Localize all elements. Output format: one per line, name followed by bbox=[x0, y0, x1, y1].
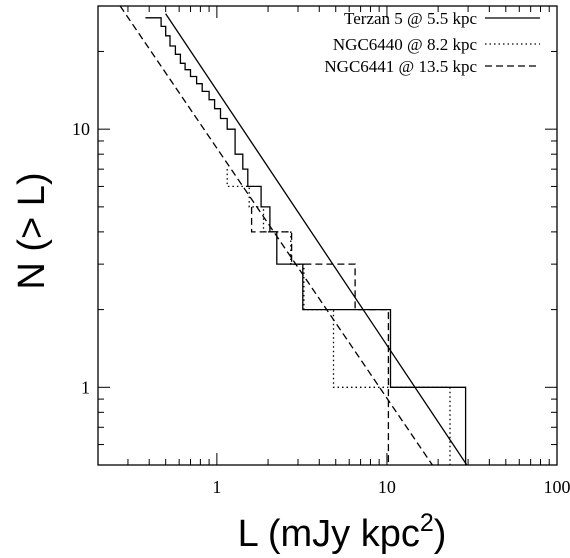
series-2-cumulative-step bbox=[226, 169, 451, 465]
legend-label-series-2: NGC6440 @ 8.2 kpc bbox=[333, 35, 478, 54]
data-layer bbox=[119, 6, 468, 465]
x-tick-label: 10 bbox=[378, 477, 396, 497]
x-axis-title: L (mJy kpc2) bbox=[238, 509, 447, 555]
x-axis-title-superscript: 2 bbox=[420, 509, 434, 537]
x-tick-label: 1 bbox=[212, 477, 221, 497]
legend-label-series-1: Terzan 5 @ 5.5 kpc bbox=[344, 9, 477, 28]
series-1-cumulative-step bbox=[145, 17, 467, 465]
legend: Terzan 5 @ 5.5 kpc NGC6440 @ 8.2 kpc NGC… bbox=[324, 9, 540, 76]
axis-ticks: 1 10 100 1 10 bbox=[72, 5, 570, 497]
series-1-power-law-fit bbox=[165, 13, 468, 465]
x-axis-title-main: L (mJy kpc bbox=[238, 513, 420, 555]
y-tick-label: 1 bbox=[81, 377, 90, 397]
legend-label-series-3: NGC6441 @ 13.5 kpc bbox=[324, 57, 477, 76]
series-3-power-law-fit bbox=[119, 6, 433, 465]
series-3-cumulative-step bbox=[250, 206, 390, 465]
y-tick-label: 10 bbox=[72, 119, 90, 139]
x-axis-title-close: ) bbox=[434, 513, 447, 555]
x-tick-label: 100 bbox=[544, 477, 570, 497]
plot-frame bbox=[97, 5, 558, 466]
y-axis-title: N (> L) bbox=[11, 172, 53, 289]
plot-area bbox=[119, 6, 468, 465]
